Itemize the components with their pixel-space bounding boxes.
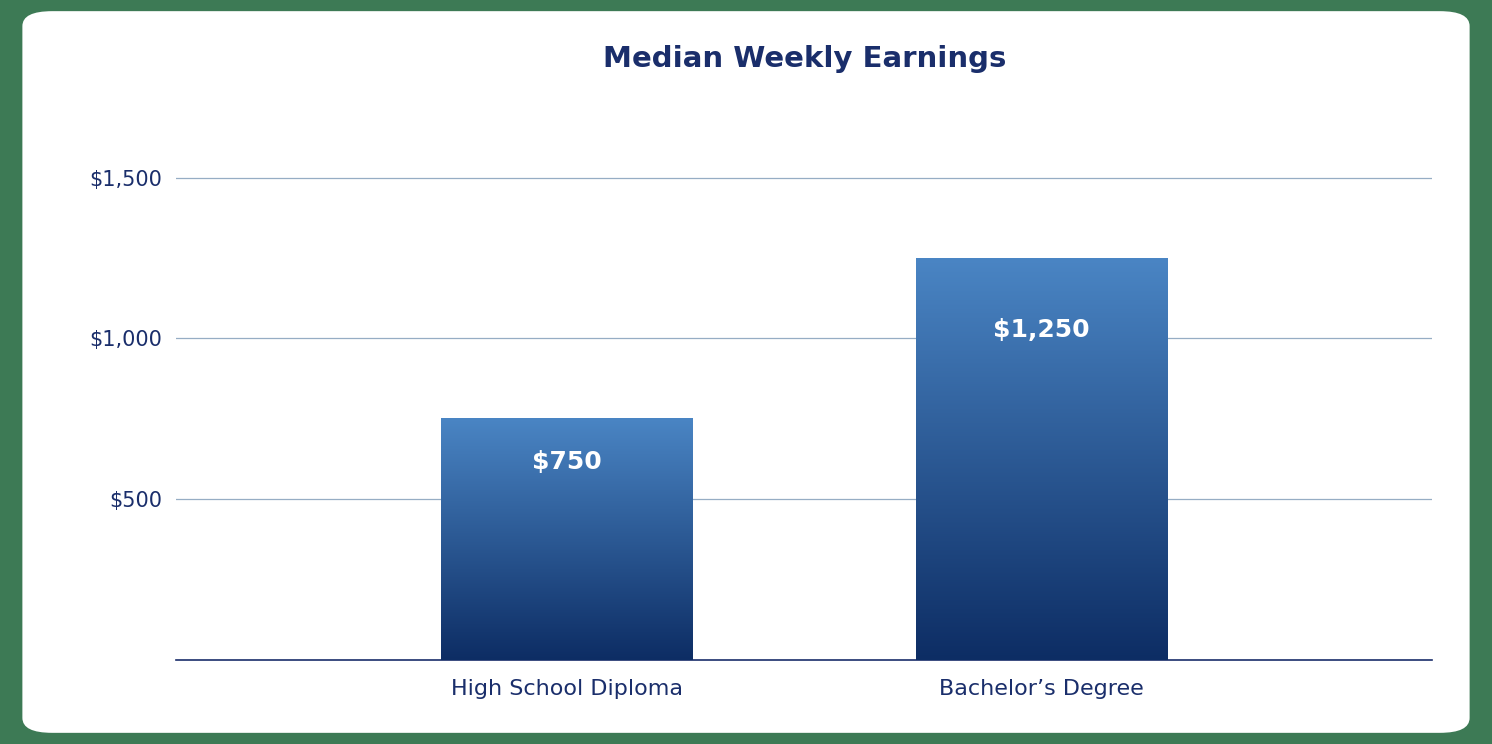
Title: Median Weekly Earnings: Median Weekly Earnings [603, 45, 1006, 73]
Text: $750: $750 [533, 450, 601, 474]
Text: $1,250: $1,250 [994, 318, 1089, 342]
